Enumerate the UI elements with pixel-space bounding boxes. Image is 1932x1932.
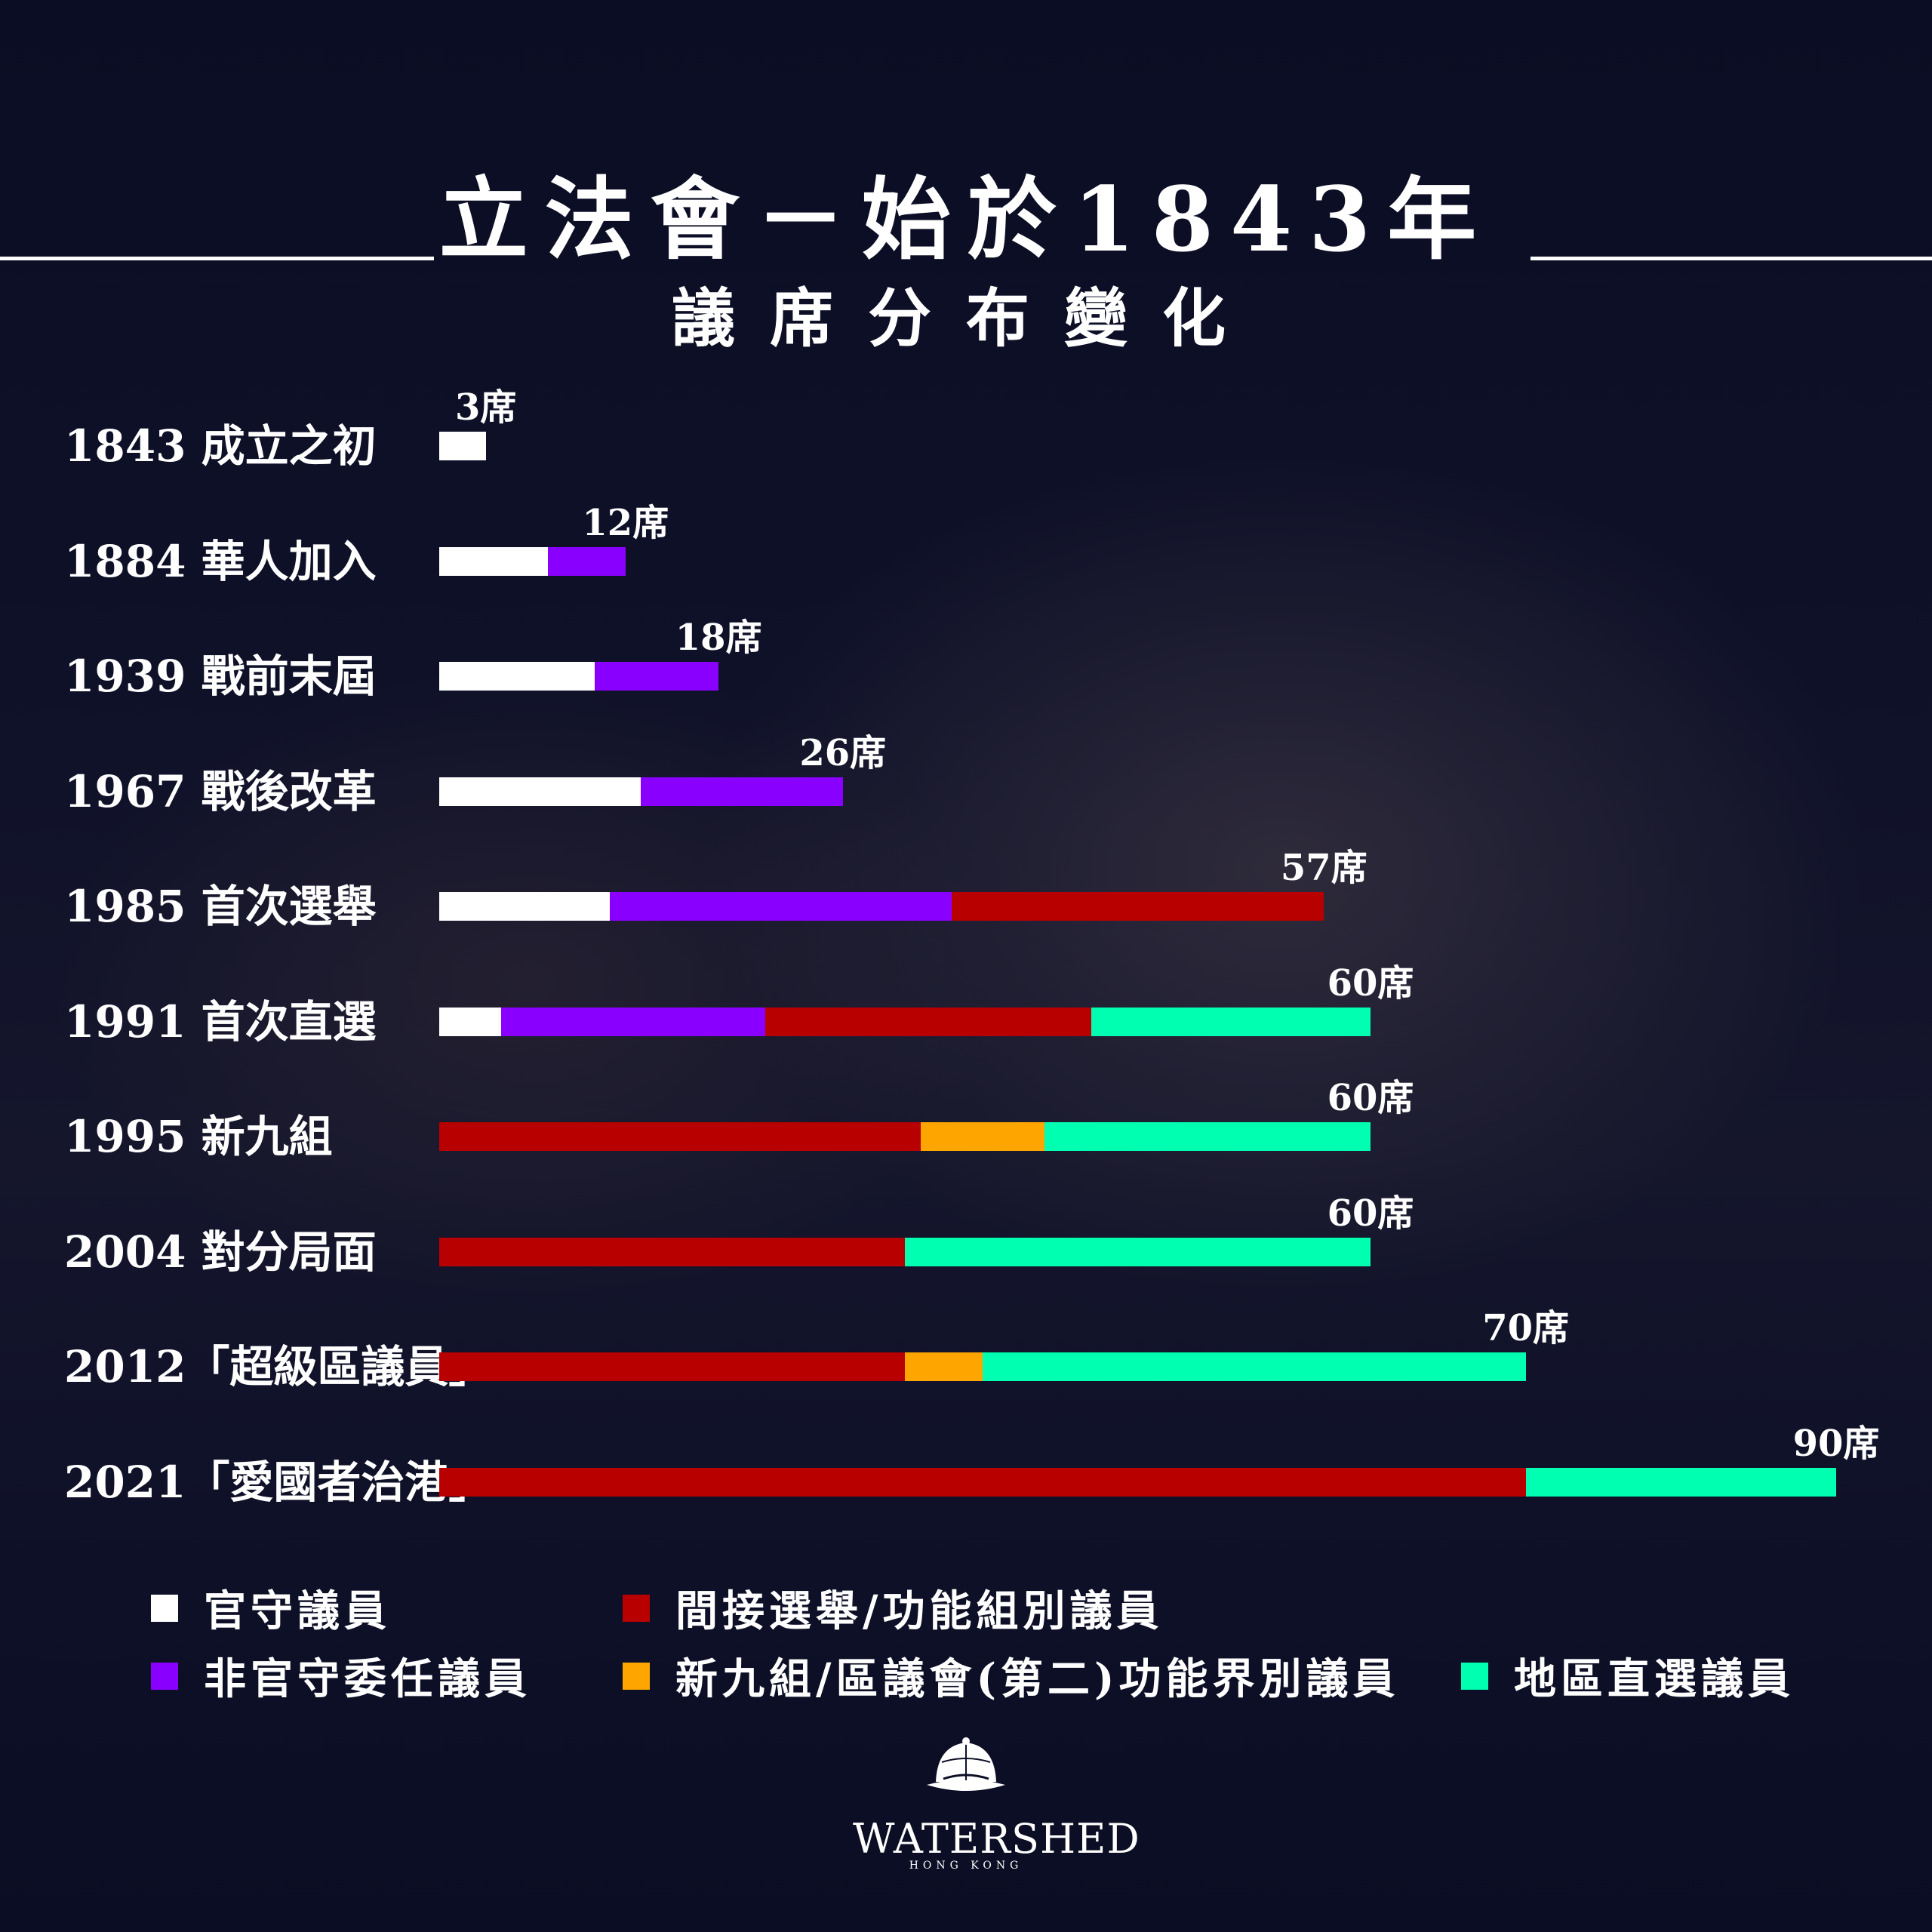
- bar-segment: [439, 546, 548, 576]
- bar-segment: [1091, 1007, 1371, 1036]
- row-label: 1991 首次直選: [64, 995, 377, 1048]
- legend-item: 地區直選議員: [1461, 1645, 1795, 1706]
- total-label: 60席: [1327, 1192, 1414, 1235]
- legend-swatch: [623, 1662, 650, 1690]
- bar-segment: [951, 892, 1324, 921]
- legend-swatch: [1461, 1662, 1488, 1690]
- watershed-logo: WATERSHED HONG KONG: [853, 1732, 1140, 1872]
- total-label: 57席: [1280, 847, 1367, 889]
- bar-segment: [439, 777, 641, 806]
- legend-swatch: [151, 1662, 178, 1690]
- legend-swatch: [623, 1594, 650, 1622]
- legend-swatch: [151, 1594, 178, 1622]
- bar-segment: [547, 546, 626, 576]
- row-label: 1995 新九組: [64, 1111, 333, 1162]
- total-label: 60席: [1327, 961, 1414, 1004]
- bar-segment: [439, 1007, 502, 1036]
- bar-segment: [1525, 1467, 1836, 1497]
- bar-segment: [439, 1467, 1526, 1497]
- legend-item: 間接選舉/功能組別議員: [623, 1577, 1163, 1638]
- legend-label: 非官守委任議員: [204, 1654, 531, 1704]
- legend-label: 官守議員: [204, 1586, 391, 1636]
- bar-segment: [920, 1122, 1045, 1151]
- bar-segment: [764, 1007, 1091, 1036]
- row-label: 1843 成立之初: [64, 420, 377, 472]
- total-label: 90席: [1792, 1422, 1880, 1465]
- bar-segment: [439, 1122, 921, 1151]
- logo-subtext: HONG KONG: [909, 1860, 1023, 1872]
- row-label: 1967 戰後改革: [64, 765, 377, 817]
- total-label: 26席: [799, 731, 887, 774]
- bar-segment: [610, 892, 952, 921]
- bar-segment: [1044, 1122, 1371, 1151]
- bar-segment: [439, 892, 611, 921]
- bar-segment: [905, 1237, 1371, 1266]
- total-label: 70席: [1482, 1307, 1570, 1349]
- bar-segment: [501, 1007, 765, 1036]
- chart-title: 立法會－始於1843年: [438, 167, 1494, 272]
- row-label: 1939 戰前末屆: [64, 651, 377, 702]
- bar-segment: [439, 662, 595, 691]
- row-label: 1985 首次選舉: [64, 881, 377, 932]
- chart-subtitle: 議席分布變化: [671, 281, 1260, 355]
- legend-label: 地區直選議員: [1514, 1654, 1795, 1704]
- bar-segment: [905, 1352, 983, 1381]
- legend-item: 非官守委任議員: [151, 1645, 531, 1706]
- legend-item: 官守議員: [151, 1577, 391, 1638]
- legend-label: 間接選舉/功能組別議員: [675, 1586, 1164, 1636]
- pith-helmet-icon: [927, 1737, 1005, 1791]
- logo-wordmark: WATERSHED: [853, 1815, 1140, 1863]
- bar-segment: [641, 777, 843, 806]
- legend-label: 新九組/區議會(第二)功能界別議員: [675, 1654, 1400, 1704]
- row-label: 1884 華人加入: [64, 535, 377, 587]
- row-label: 2004 對分局面: [64, 1226, 377, 1278]
- bar-segment: [982, 1352, 1526, 1381]
- bar-segment: [439, 432, 486, 460]
- total-label: 60席: [1327, 1077, 1414, 1119]
- total-label: 18席: [675, 617, 762, 659]
- bar-segment: [594, 662, 719, 691]
- row-label: 2021「愛國者治港」: [64, 1456, 493, 1508]
- row-label: 2012「超級區議員」: [64, 1341, 493, 1392]
- total-label: 3席: [454, 386, 517, 429]
- bar-segment: [439, 1237, 905, 1266]
- title-rule-right: [1531, 257, 1932, 260]
- total-label: 12席: [582, 501, 669, 544]
- bar-segment: [439, 1352, 905, 1381]
- title-rule-left: [0, 257, 434, 260]
- legend-item: 新九組/區議會(第二)功能界別議員: [623, 1645, 1399, 1706]
